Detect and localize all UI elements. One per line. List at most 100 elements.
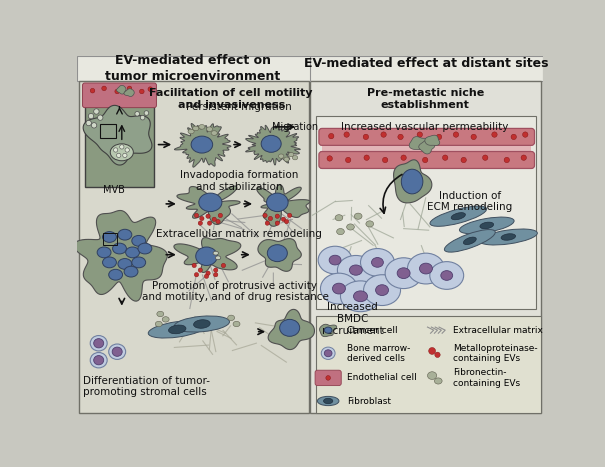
Ellipse shape [267, 245, 287, 262]
Text: Persistent migration: Persistent migration [186, 102, 292, 112]
Ellipse shape [408, 253, 445, 284]
Ellipse shape [278, 154, 284, 158]
Ellipse shape [441, 271, 453, 280]
Ellipse shape [112, 347, 122, 356]
Ellipse shape [459, 217, 514, 234]
Circle shape [102, 86, 106, 91]
FancyBboxPatch shape [319, 151, 535, 169]
Ellipse shape [267, 193, 288, 212]
Circle shape [523, 132, 528, 137]
Ellipse shape [109, 344, 126, 360]
Ellipse shape [188, 129, 194, 134]
Circle shape [401, 155, 407, 160]
Circle shape [284, 219, 289, 224]
Circle shape [275, 214, 280, 219]
Circle shape [125, 148, 129, 152]
Ellipse shape [321, 347, 335, 360]
Ellipse shape [211, 131, 217, 135]
Circle shape [483, 155, 488, 160]
Text: Extracellular matrix remodeling: Extracellular matrix remodeling [156, 228, 322, 239]
Circle shape [265, 221, 269, 225]
Polygon shape [409, 137, 430, 149]
Circle shape [442, 155, 448, 160]
Polygon shape [268, 310, 315, 350]
Ellipse shape [341, 281, 381, 311]
Ellipse shape [199, 125, 205, 129]
Ellipse shape [213, 251, 218, 255]
Circle shape [94, 109, 99, 114]
Text: Fibroblast: Fibroblast [347, 396, 391, 405]
Circle shape [86, 120, 91, 126]
Circle shape [135, 112, 140, 116]
Ellipse shape [364, 275, 401, 305]
Ellipse shape [324, 398, 333, 403]
Ellipse shape [397, 268, 410, 279]
Circle shape [281, 217, 286, 221]
Text: Endothelial cell: Endothelial cell [347, 374, 416, 382]
Circle shape [212, 217, 217, 221]
Text: EV-mediated effect on
tumor microenvironment: EV-mediated effect on tumor microenviron… [105, 54, 280, 83]
Text: Differentiation of tumor-
promoting stromal cells: Differentiation of tumor- promoting stro… [83, 375, 211, 397]
Circle shape [97, 115, 103, 120]
Ellipse shape [132, 257, 146, 268]
Ellipse shape [90, 353, 107, 368]
Ellipse shape [376, 285, 388, 296]
Ellipse shape [138, 243, 152, 254]
Circle shape [263, 213, 267, 218]
Circle shape [214, 273, 218, 277]
FancyBboxPatch shape [319, 128, 535, 145]
Ellipse shape [284, 157, 289, 162]
Ellipse shape [329, 255, 341, 265]
Ellipse shape [371, 257, 384, 267]
Text: Pre-metastic niche
establishment: Pre-metastic niche establishment [367, 88, 484, 110]
Ellipse shape [118, 229, 132, 240]
Ellipse shape [155, 321, 162, 327]
Polygon shape [174, 238, 241, 272]
Text: Metalloproteinase-
containing EVs: Metalloproteinase- containing EVs [453, 344, 537, 363]
Text: Induction of
ECM remodeling: Induction of ECM remodeling [427, 191, 512, 212]
Circle shape [123, 153, 127, 157]
Circle shape [204, 274, 209, 278]
Ellipse shape [102, 232, 116, 242]
Circle shape [221, 263, 226, 268]
Ellipse shape [110, 144, 133, 161]
Circle shape [117, 153, 121, 157]
Polygon shape [83, 106, 152, 165]
Circle shape [218, 213, 223, 218]
Circle shape [90, 88, 95, 93]
Ellipse shape [401, 169, 423, 194]
Ellipse shape [430, 262, 463, 290]
Bar [85, 106, 154, 187]
Text: Fibronectin-
containing EVs: Fibronectin- containing EVs [453, 368, 520, 388]
Circle shape [382, 157, 388, 163]
Circle shape [194, 273, 198, 277]
Circle shape [329, 134, 334, 139]
Circle shape [363, 134, 368, 140]
Circle shape [492, 132, 497, 137]
Circle shape [344, 132, 349, 137]
FancyBboxPatch shape [315, 370, 341, 386]
Ellipse shape [324, 350, 332, 357]
Ellipse shape [148, 321, 206, 338]
Text: MVB: MVB [103, 185, 125, 195]
Ellipse shape [169, 325, 186, 334]
Circle shape [435, 352, 440, 358]
FancyBboxPatch shape [82, 83, 157, 107]
Ellipse shape [318, 396, 339, 406]
Circle shape [194, 213, 198, 218]
Circle shape [198, 268, 203, 272]
Ellipse shape [157, 311, 164, 317]
Ellipse shape [233, 321, 240, 327]
Circle shape [364, 155, 369, 160]
Circle shape [422, 157, 428, 163]
Polygon shape [419, 140, 435, 154]
Circle shape [120, 145, 124, 149]
Ellipse shape [350, 265, 362, 275]
Ellipse shape [280, 319, 299, 336]
Circle shape [511, 134, 517, 140]
Ellipse shape [355, 213, 362, 219]
Ellipse shape [113, 243, 126, 254]
Ellipse shape [385, 258, 422, 289]
Ellipse shape [261, 135, 281, 152]
Ellipse shape [94, 355, 103, 365]
